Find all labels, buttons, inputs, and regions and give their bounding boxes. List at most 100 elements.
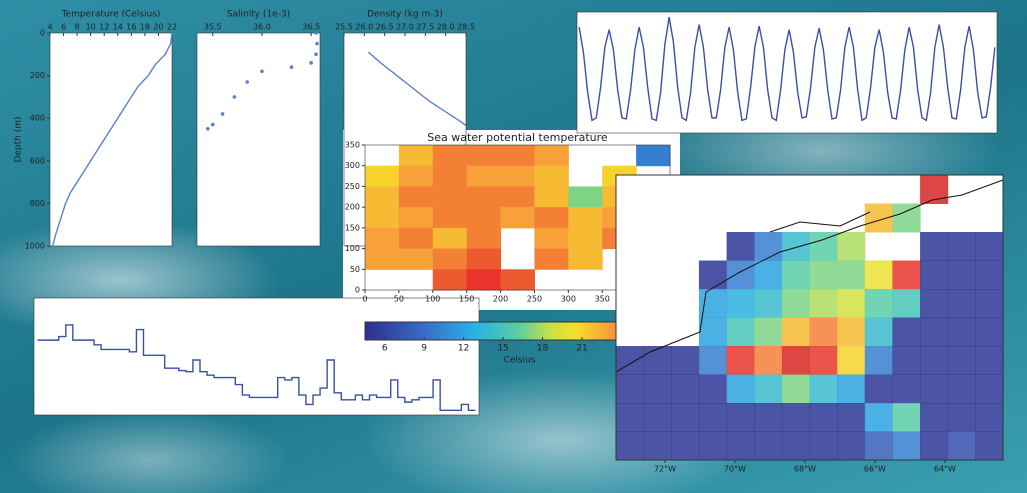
heat-cell: [975, 374, 1004, 404]
x-tick-label: 27.0: [396, 23, 414, 32]
y-tick-label: 300: [345, 161, 360, 170]
heat-cell: [671, 431, 700, 461]
heat-cell: [947, 403, 976, 432]
y-tick-label: 350: [345, 141, 360, 150]
data-point: [232, 95, 237, 99]
heat-cell: [920, 431, 949, 461]
heat-cell: [534, 227, 569, 250]
y-tick-label: 200: [345, 203, 360, 212]
heat-cell: [726, 431, 755, 461]
x-tick-label: 36.0: [253, 23, 271, 32]
heat-cell: [726, 403, 755, 432]
heat-cell: [636, 145, 671, 167]
heat-cell: [809, 374, 838, 404]
data-point: [210, 122, 215, 127]
heat-cell: [466, 145, 502, 167]
x-tick-label: 0: [362, 295, 367, 304]
heat-cell: [920, 289, 949, 318]
heat-cell: [432, 145, 468, 167]
x-tick-label: 66°W: [864, 465, 886, 474]
chart-title: Density (kg m-3): [367, 10, 443, 20]
plot-area: [49, 32, 173, 247]
y-tick-label: 100: [345, 244, 360, 253]
heat-cell: [500, 165, 535, 187]
chart-title: Sea water potential temperature: [427, 131, 608, 144]
heat-cell: [809, 260, 838, 290]
y-tick-label: 0: [355, 286, 360, 295]
heat-cell: [892, 403, 921, 432]
x-tick-label: 300: [561, 295, 576, 304]
heat-cell: [947, 346, 976, 375]
x-tick-label: 22: [167, 23, 177, 32]
heat-cell: [892, 203, 921, 233]
heat-cell: [643, 374, 672, 404]
heat-cell: [726, 289, 755, 318]
heat-cell: [920, 346, 949, 375]
heat-cell: [864, 374, 893, 404]
data-point: [220, 112, 225, 116]
x-tick-label: 28.5: [457, 23, 475, 32]
heat-cell: [534, 248, 569, 270]
x-tick-label: 26.0: [355, 23, 373, 32]
heat-cell: [781, 317, 810, 347]
coastline: [615, 179, 1004, 373]
heat-cell: [365, 186, 400, 208]
heat-cell: [398, 248, 434, 270]
heat-cell: [864, 203, 893, 233]
data-point: [315, 41, 319, 46]
heat-cell: [432, 207, 468, 229]
heat-cell: [892, 431, 921, 461]
heat-cell: [864, 403, 893, 432]
x-tick-label: 72°W: [654, 465, 676, 474]
x-tick-label: 8: [75, 23, 80, 32]
heat-cell: [947, 317, 976, 347]
colorbar-tick-label: 12: [458, 344, 469, 354]
x-tick-label: 50: [394, 295, 404, 304]
data-point: [206, 127, 210, 131]
data-point: [245, 80, 249, 84]
x-tick-label: 12: [99, 23, 109, 32]
data-point: [314, 52, 318, 57]
heat-cell: [920, 403, 949, 432]
colorbar-label: Celsius: [504, 356, 536, 366]
heat-cell: [947, 431, 976, 461]
heat-cell: [837, 289, 866, 318]
heat-cell: [726, 317, 755, 347]
heat-cell: [754, 403, 783, 432]
x-tick-label: 68°W: [794, 465, 816, 474]
heat-cell: [698, 289, 728, 318]
x-tick-label: 18: [140, 23, 150, 32]
heat-cell: [432, 186, 468, 208]
heat-cell: [781, 289, 810, 318]
heat-cell: [698, 431, 728, 461]
x-tick-label: 16: [126, 23, 136, 32]
data-line: [367, 51, 467, 127]
heat-cell: [920, 232, 949, 261]
x-tick-label: 70°W: [724, 465, 746, 474]
x-tick-label: 28.0: [437, 23, 455, 32]
heat-cell: [920, 260, 949, 290]
y-tick-label: 400: [30, 114, 45, 123]
data-point: [260, 69, 264, 74]
x-tick-label: 36.5: [302, 23, 320, 32]
heat-cell: [568, 248, 603, 270]
heat-cell: [398, 145, 434, 167]
x-tick-label: 35.5: [204, 23, 222, 32]
heat-cell: [698, 346, 728, 375]
heat-cell: [432, 165, 468, 187]
heat-cell: [920, 317, 949, 347]
heat-cell: [726, 260, 755, 290]
heat-cell: [837, 403, 866, 432]
heat-cell: [975, 403, 1004, 432]
heat-cell: [500, 145, 535, 167]
heat-cell: [466, 269, 502, 291]
heat-cell: [671, 374, 700, 404]
heat-cell: [698, 260, 728, 290]
heat-cell: [864, 346, 893, 375]
heat-cell: [809, 289, 838, 318]
colorbar-tick-label: 21: [576, 344, 587, 354]
x-tick-label: 26.5: [376, 23, 394, 32]
colorbar-tick-label: 15: [497, 344, 508, 354]
heat-cell: [864, 431, 893, 461]
